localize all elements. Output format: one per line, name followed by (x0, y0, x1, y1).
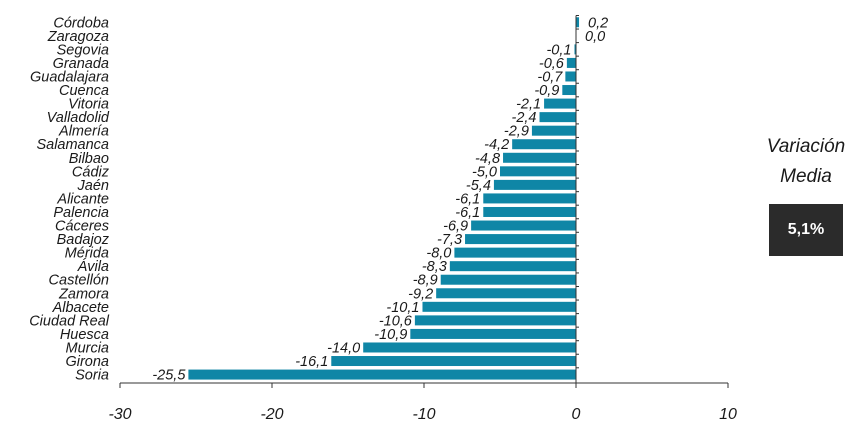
labels-layer: Córdoba 0,2 Zaragoza 0,0 Segovia -0,1 Granada -… (29, 15, 737, 423)
bar-21 (436, 288, 576, 299)
bar-20 (440, 274, 576, 285)
bar-14 (483, 193, 576, 204)
category-label: Murcia (65, 340, 109, 356)
x-tick-label: -20 (260, 406, 283, 423)
category-label: Segovia (57, 42, 109, 58)
value-label: -10,1 (386, 300, 419, 316)
x-tick-label: -10 (412, 406, 435, 423)
category-label: Cádiz (72, 164, 110, 180)
category-label: Zamora (58, 286, 109, 302)
category-label: Granada (53, 56, 109, 72)
category-label: Jaén (77, 178, 109, 194)
category-label: Cáceres (55, 219, 109, 235)
value-label: -2,1 (516, 97, 541, 113)
x-tick-label: 0 (572, 406, 581, 423)
bar-10 (512, 139, 576, 150)
average-change-panel: Variación Media 5,1% (756, 132, 856, 256)
bar-8 (539, 112, 576, 123)
value-label: -0,6 (539, 56, 565, 72)
value-label: -0,9 (534, 83, 559, 99)
bar-12 (500, 166, 576, 177)
bar-25 (363, 342, 576, 353)
bar-chart: Córdoba 0,2 Zaragoza 0,0 Segovia -0,1 Granada -… (29, 15, 737, 423)
value-label: -0,1 (546, 42, 571, 58)
category-label: Salamanca (36, 137, 109, 153)
bar-7 (544, 98, 576, 109)
value-label: -8,0 (426, 246, 451, 262)
bar-22 (422, 301, 576, 312)
value-label: -9,2 (408, 286, 433, 302)
value-label: -4,8 (475, 151, 500, 167)
bar-9 (531, 125, 576, 136)
category-label: Vitoria (68, 97, 109, 113)
bar-16 (471, 220, 576, 231)
bar-18 (454, 247, 576, 258)
value-label: -7,3 (437, 232, 462, 248)
average-change-caption: Variación Media (766, 136, 846, 187)
category-label: Huesca (60, 327, 109, 343)
value-label: -8,3 (422, 259, 447, 275)
value-label: -6,1 (455, 205, 480, 221)
value-label: -6,9 (443, 219, 468, 235)
value-label: -5,0 (472, 164, 497, 180)
value-label: -6,1 (455, 191, 480, 207)
bar-19 (449, 261, 576, 272)
x-tick-label: 10 (719, 406, 737, 423)
category-label: Valladolid (47, 110, 110, 126)
bar-1 (576, 17, 580, 28)
value-label: -0,7 (537, 69, 563, 85)
bar-5 (565, 71, 576, 82)
bar-3 (574, 44, 576, 55)
value-label: -5,4 (466, 178, 491, 194)
category-label: Zaragoza (47, 29, 109, 45)
value-label: -2,4 (512, 110, 537, 126)
bars-layer (188, 17, 580, 380)
category-label: Almería (58, 124, 109, 140)
category-label: Córdoba (53, 15, 109, 31)
value-label: -16,1 (295, 354, 328, 370)
bar-6 (562, 85, 576, 96)
value-label: 0,2 (588, 15, 608, 31)
bar-13 (493, 179, 576, 190)
category-label: Albacete (52, 300, 109, 316)
category-label: Girona (65, 354, 109, 370)
category-label: Ciudad Real (29, 313, 110, 329)
category-label: Castellón (49, 273, 109, 289)
category-label: Soria (75, 368, 109, 384)
bar-23 (414, 315, 576, 326)
value-label: -10,9 (374, 327, 407, 343)
category-label: Cuenca (59, 83, 109, 99)
value-label: -14,0 (327, 340, 360, 356)
value-label: -4,2 (484, 137, 509, 153)
bar-27 (188, 369, 576, 380)
bar-15 (483, 206, 576, 217)
bar-17 (465, 234, 576, 245)
x-tick-label: -30 (108, 406, 131, 423)
category-label: Palencia (53, 205, 109, 221)
average-change-value: 5,1% (769, 204, 843, 256)
value-label: -8,9 (413, 273, 438, 289)
category-label: Mérida (65, 246, 109, 262)
category-label: Alicante (56, 191, 109, 207)
value-label: -10,6 (379, 313, 413, 329)
bar-4 (566, 57, 576, 68)
category-label: Guadalajara (30, 69, 109, 85)
value-label: -25,5 (152, 368, 186, 384)
bar-26 (331, 356, 576, 367)
category-label: Badajoz (57, 232, 110, 248)
category-label: Bilbao (69, 151, 109, 167)
axis-layer (119, 15, 729, 388)
value-label: -2,9 (504, 124, 529, 140)
category-label: Ávila (77, 258, 109, 275)
bar-24 (410, 328, 576, 339)
value-label: 0,0 (585, 29, 605, 45)
bar-11 (503, 152, 576, 163)
